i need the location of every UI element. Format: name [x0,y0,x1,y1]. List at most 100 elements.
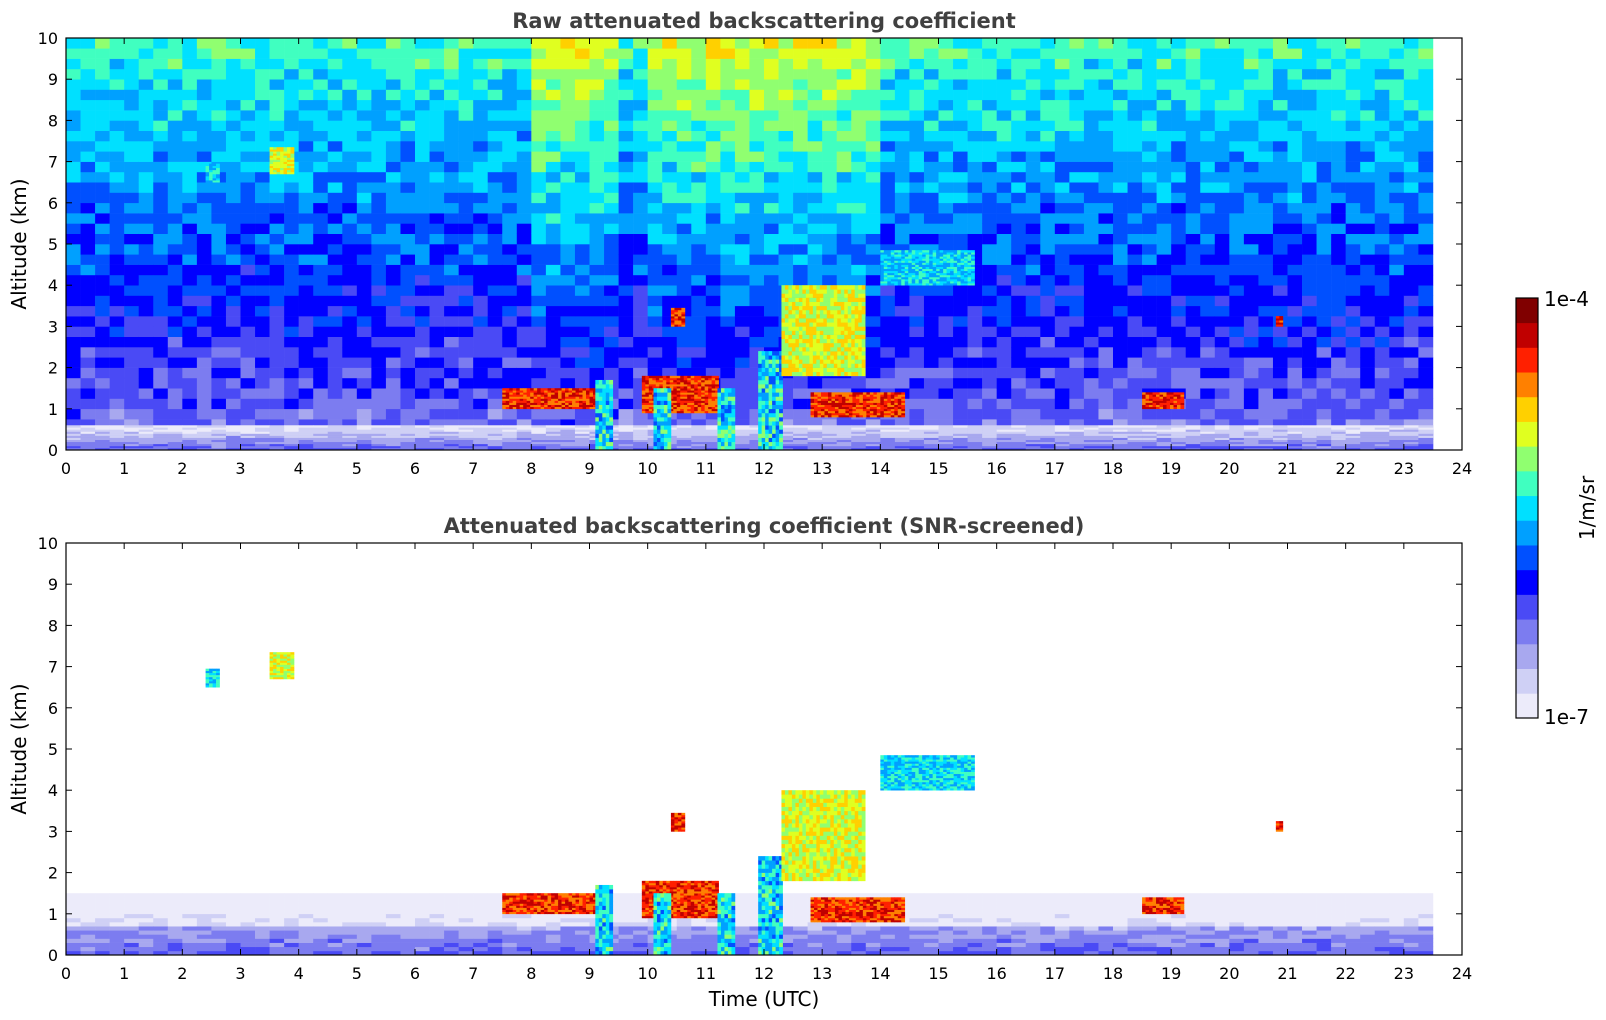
noise-cell [516,110,532,121]
boundary_layer-cell [1418,433,1434,436]
noise-cell [313,161,329,173]
boundary_layer-cell [705,441,721,445]
boundary_layer-cell [633,437,648,440]
boundary_layer-cell [1156,429,1172,432]
noise-cell [807,182,823,193]
noise-cell [1374,38,1390,49]
noise-cell [240,274,256,286]
noise-cell [749,202,765,214]
noise-cell [807,151,823,162]
noise-cell [647,316,663,327]
noise-cell [923,79,939,90]
boundary_layer-cell [516,429,532,432]
boundary_layer-cell [691,431,707,434]
noise-cell [66,357,81,368]
noise-cell [749,408,765,420]
noise-cell [894,233,910,245]
noise-cell [1287,305,1303,317]
boundary_layer-cell [1185,447,1201,451]
noise-cell [560,182,576,193]
noise-cell [284,264,299,276]
noise-cell [415,233,430,245]
noise-cell [284,316,299,327]
noise-cell [1403,99,1419,111]
noise-cell [749,326,765,337]
cloud_layer-cell [505,390,510,393]
noise-cell [342,58,358,70]
noise-cell [720,326,736,337]
noise-cell [182,264,198,276]
noise-cell [851,202,867,214]
noise-cell [196,68,212,80]
boundary_layer-cell [574,439,590,443]
boundary_layer-cell [284,437,299,440]
boundary_layer-cell [807,441,823,445]
noise-cell [1054,151,1070,162]
noise-cell [473,223,489,234]
noise-cell [967,326,983,337]
noise-cell [734,79,750,90]
noise-cell [182,161,198,173]
noise-cell [865,141,881,152]
noise-cell [531,295,547,307]
noise-cell [1316,336,1332,348]
noise-cell [385,223,401,234]
boundary_layer-cell [371,443,387,447]
noise-cell [560,347,576,358]
cloud_layer-cell [530,396,534,399]
noise-cell [1156,171,1172,183]
noise-cell [705,274,721,286]
noise-cell [400,161,416,173]
noise-cell [880,336,896,348]
boundary_layer-cell [676,429,692,432]
noise-cell [880,110,896,121]
noise-cell [1374,130,1390,142]
noise-cell [66,419,81,430]
boundary_layer-cell [1374,441,1390,445]
noise-cell [1083,161,1099,173]
noise-cell [182,89,198,101]
boundary_layer-cell [66,435,81,438]
boundary_layer-cell [1127,437,1143,440]
noise-cell [153,326,169,337]
noise-cell [1185,388,1201,399]
noise-cell [240,202,256,214]
noise-cell [1302,295,1317,307]
boundary_layer-cell [211,441,227,445]
noise-cell [1113,326,1128,337]
noise-cell [604,244,619,255]
noise-cell [458,213,474,224]
noise-cell [880,68,896,80]
noise-cell [415,58,430,70]
noise-cell [662,254,678,265]
noise-cell [1229,171,1245,183]
boundary_layer-cell [1040,439,1056,443]
noise-cell [342,223,358,234]
noise-cell [1345,357,1361,368]
noise-cell [851,192,867,204]
noise-cell [647,120,663,131]
boundary_layer-cell [415,435,430,438]
noise-cell [618,161,634,173]
noise-cell [909,295,925,307]
boundary_layer-cell [1011,429,1027,432]
noise-cell [1345,254,1361,265]
boundary_layer-cell [458,425,474,428]
noise-cell [167,274,183,286]
noise-cell [749,244,765,255]
noise-cell [880,244,896,255]
noise-cell [182,316,198,327]
boundary_layer-cell [1418,427,1434,430]
noise-cell [720,367,736,379]
noise-cell [691,110,707,121]
noise-cell [1083,377,1099,389]
noise-cell [618,182,634,193]
noise-cell [1403,336,1419,348]
noise-cell [1316,120,1332,131]
noise-cell [429,223,445,234]
boundary_layer-cell [182,433,198,436]
noise-cell [1403,274,1419,286]
noise-cell [982,295,997,307]
noise-cell [444,367,459,379]
noise-cell [923,295,939,307]
